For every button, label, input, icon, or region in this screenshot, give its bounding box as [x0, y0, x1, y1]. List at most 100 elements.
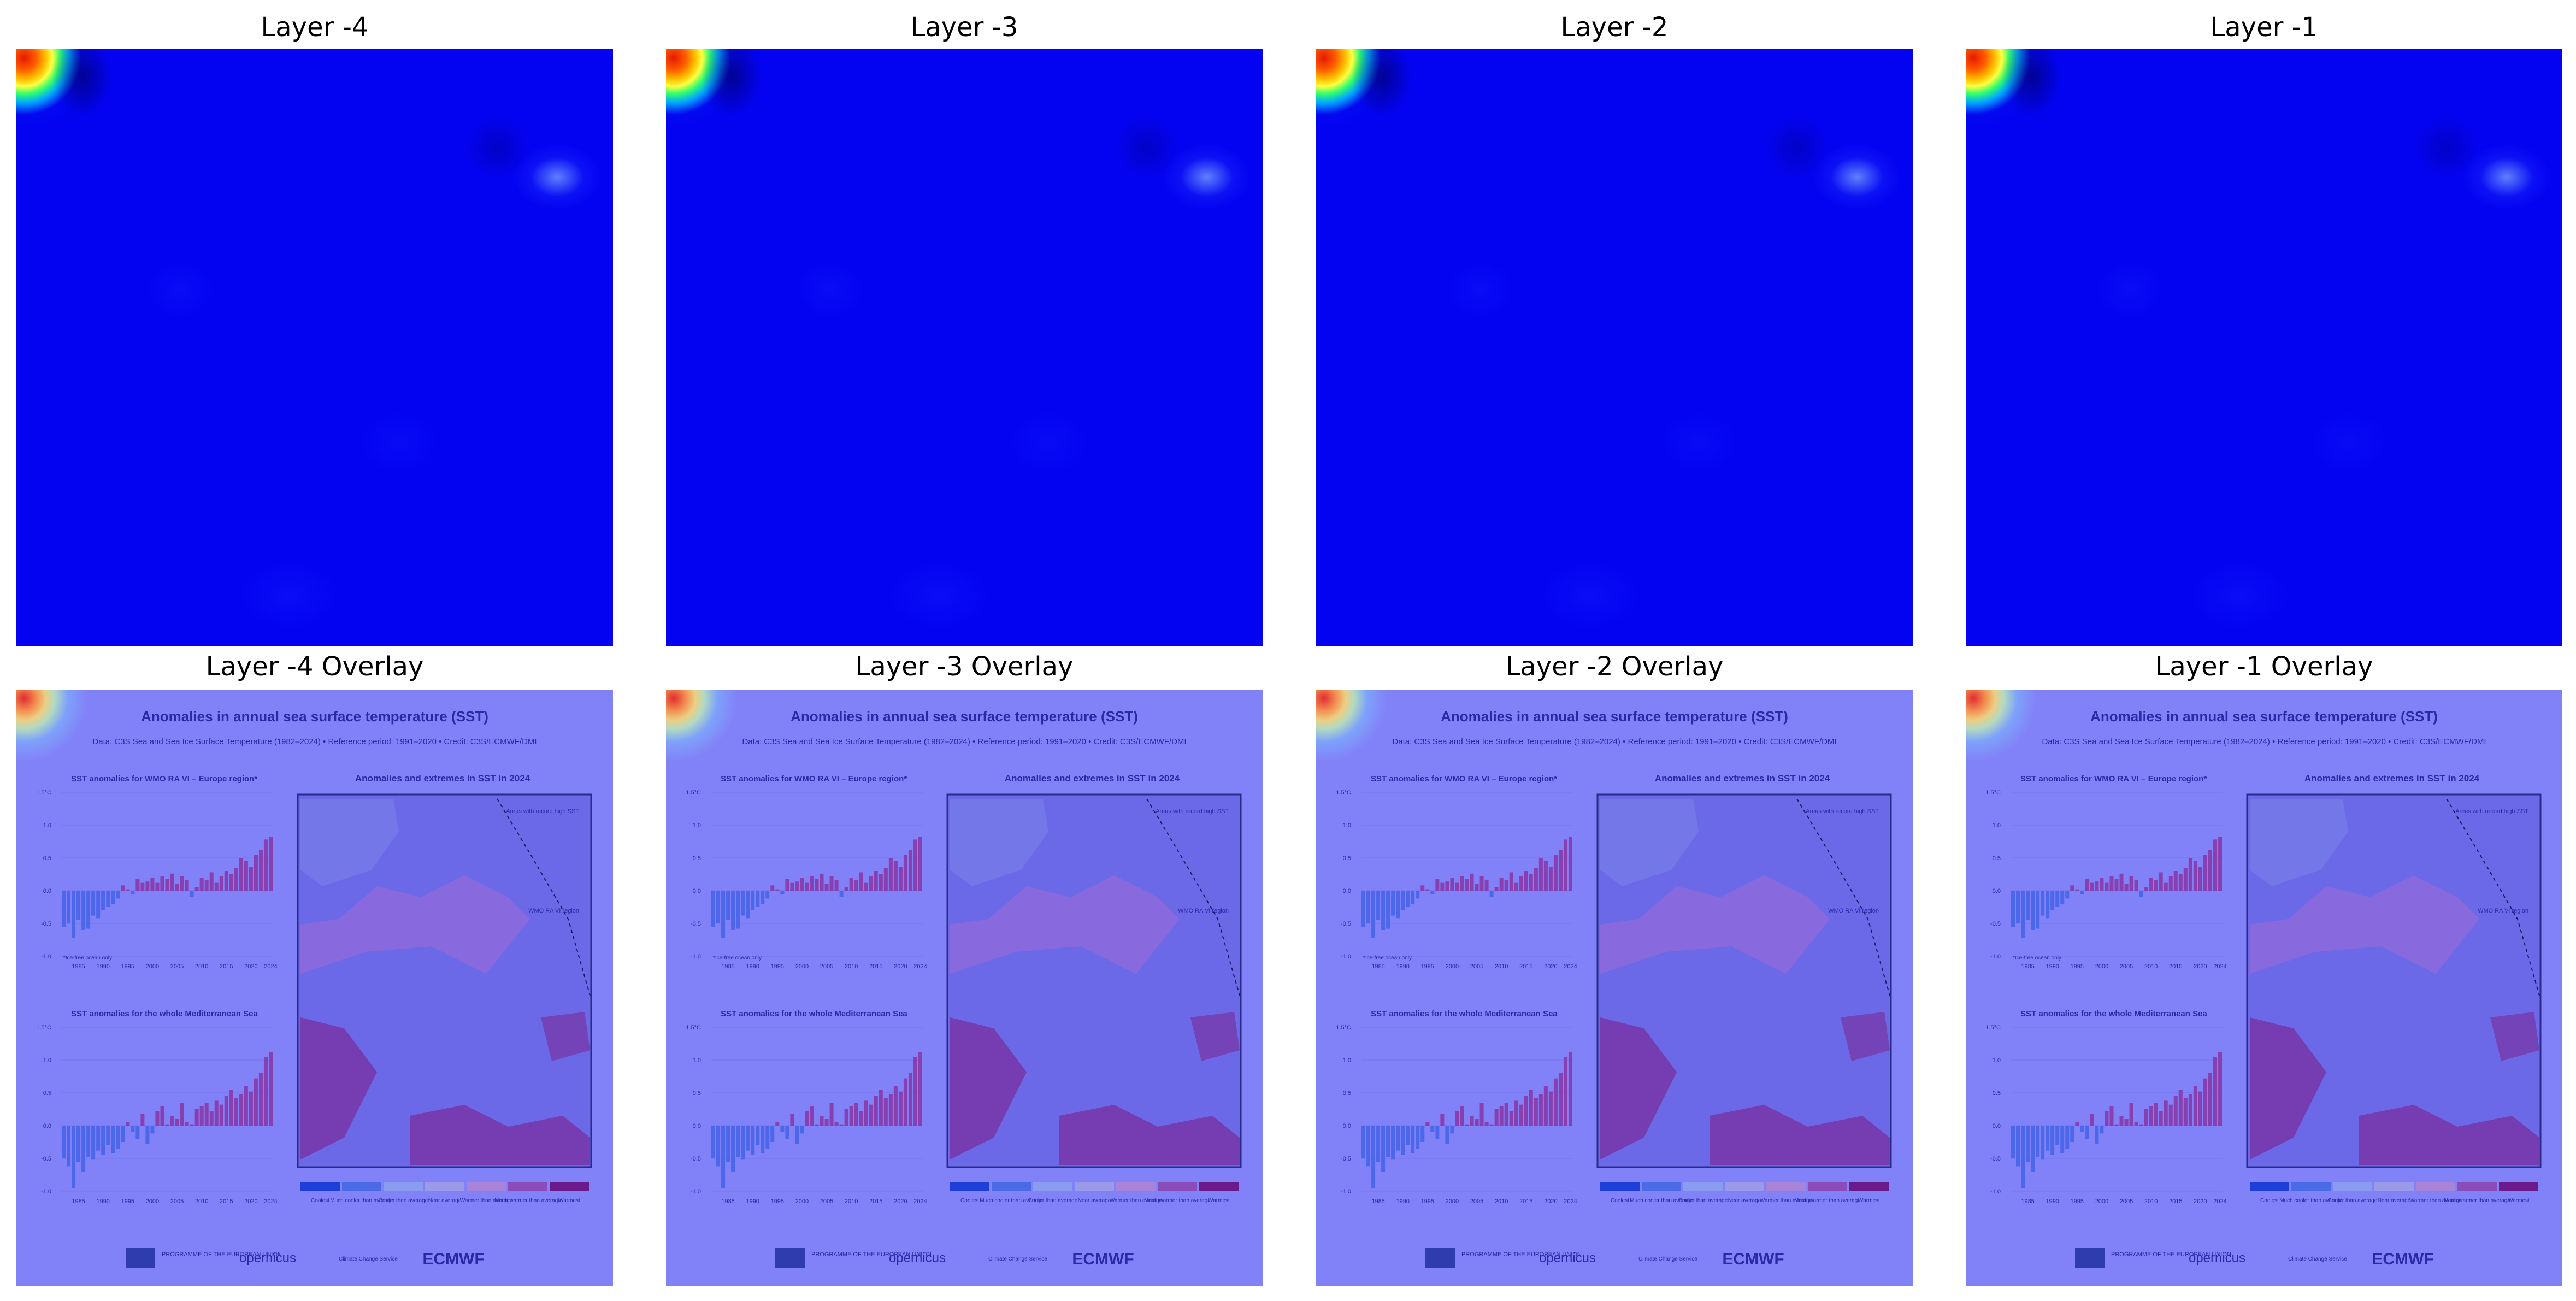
europe-chart-bar	[219, 876, 223, 891]
med-chart-bar	[1499, 1106, 1504, 1126]
europe-chart-bar	[2139, 891, 2143, 897]
europe-chart-bar	[1548, 867, 1553, 891]
europe-chart-ytick: 0.0	[1993, 888, 2001, 894]
med-chart-bar	[1381, 1126, 1386, 1172]
europe-chart-xtick: 2005	[820, 963, 833, 970]
legend-swatch	[1849, 1182, 1889, 1191]
map-region-boundary	[2446, 798, 2540, 996]
map-land-central	[950, 875, 1180, 974]
med-chart-bar	[2041, 1126, 2045, 1160]
med-chart-bar	[2188, 1094, 2192, 1126]
infographic-title: Anomalies in annual sea surface temperat…	[141, 708, 488, 725]
europe-chart-bar	[72, 891, 76, 938]
med-chart-bar	[1465, 1124, 1469, 1126]
med-chart-bar	[1494, 1109, 1499, 1126]
europe-chart-bar	[2109, 876, 2114, 891]
med-chart-xtick: 1995	[2071, 1198, 2084, 1205]
med-chart-bar	[2046, 1126, 2050, 1151]
legend-label: Coolest	[311, 1198, 329, 1204]
europe-chart-bar	[121, 885, 125, 891]
europe-chart-bar	[824, 884, 829, 891]
med-chart-bar	[883, 1098, 888, 1126]
europe-chart-bar	[864, 882, 868, 891]
med-chart-xtick: 1985	[2021, 1198, 2034, 1205]
infographic-subtitle: Data: C3S Sea and Sea Ice Surface Temper…	[1392, 737, 1836, 746]
europe-chart-bar	[249, 867, 253, 891]
med-chart-bar	[2198, 1091, 2202, 1126]
med-chart-bar	[190, 1124, 194, 1126]
europe-chart-bar	[844, 887, 848, 891]
map-sea-med	[2359, 1105, 2539, 1165]
med-chart-bar	[874, 1096, 878, 1126]
europe-chart-ytick: 1.0	[1993, 822, 2001, 829]
ecmwf-logo-text: ECMWF	[422, 1250, 484, 1268]
europe-chart-bar	[1445, 881, 1449, 891]
map-sea-med	[1059, 1105, 1240, 1165]
med-chart-xtick: 2005	[820, 1198, 833, 1205]
europe-chart-bar	[741, 891, 745, 916]
med-chart-ytick: 0.0	[43, 1123, 51, 1129]
med-chart-bar	[2124, 1119, 2129, 1126]
med-chart-bar	[67, 1126, 71, 1167]
europe-chart-bar	[1435, 879, 1440, 891]
europe-chart-bar	[86, 891, 91, 929]
legend-label: Warmer than average	[1110, 1198, 1163, 1204]
europe-chart-bar	[131, 891, 135, 894]
med-chart-bar	[2203, 1078, 2207, 1126]
legend-swatch	[1600, 1182, 1640, 1191]
med-chart-ytick: 1.0	[1993, 1057, 2001, 1064]
med-chart-bar	[1435, 1126, 1440, 1139]
europe-chart-ytick: 1.5°C	[1985, 790, 2001, 796]
europe-chart-bar	[1455, 882, 1459, 891]
legend-label: Near average	[1078, 1198, 1111, 1204]
med-chart-bar	[155, 1111, 160, 1126]
med-chart-bar	[91, 1126, 96, 1160]
med-chart-ytick: 0.5	[1343, 1090, 1351, 1097]
med-chart-bar	[140, 1114, 145, 1126]
europe-chart-bar	[239, 858, 243, 891]
med-chart-bar	[908, 1073, 912, 1126]
legend-swatch	[1033, 1182, 1072, 1191]
med-chart-bar	[2119, 1116, 2124, 1126]
med-chart-bar	[121, 1126, 125, 1142]
med-chart-bar	[2050, 1126, 2055, 1155]
europe-chart-bar	[2065, 891, 2070, 899]
map-region-boundary	[497, 798, 591, 996]
europe-chart-xtick: 2024	[264, 963, 277, 970]
europe-chart-bar	[2208, 850, 2212, 891]
europe-chart-bar	[126, 889, 130, 891]
legend-label: Much cooler than average	[1630, 1198, 1693, 1204]
europe-chart-ytick: -0.5	[1990, 921, 2001, 927]
europe-chart-xtick: 2015	[869, 963, 882, 970]
med-chart-bar	[1430, 1126, 1435, 1132]
overlay-title-layer-2: Layer -2 Overlay	[1505, 651, 1724, 682]
europe-chart-bar	[1416, 891, 1420, 899]
med-chart-bar	[2026, 1126, 2030, 1162]
europe-chart-bar	[2100, 878, 2104, 891]
europe-chart-bar	[756, 891, 760, 907]
europe-chart-bar	[2070, 885, 2074, 891]
med-chart-bar	[824, 1119, 829, 1126]
med-chart-bar	[854, 1103, 858, 1126]
europe-chart-bar	[2183, 868, 2188, 891]
legend-label: Much cooler than average	[2279, 1198, 2343, 1204]
map-land-north	[300, 799, 399, 886]
med-chart-bar	[2139, 1124, 2143, 1126]
med-chart-bar	[1563, 1057, 1567, 1126]
europe-chart-bar	[770, 885, 775, 891]
europe-chart-bar	[224, 871, 228, 891]
map-title: Anomalies and extremes in SST in 2024	[1655, 773, 1830, 784]
europe-chart-xtick: 1990	[1396, 963, 1409, 970]
med-chart-bar	[1553, 1078, 1558, 1126]
chart1-title: SST anomalies for WMO RA VI – Europe reg…	[71, 774, 257, 784]
med-chart-ytick: 1.0	[1343, 1057, 1351, 1064]
overlay-layer-2: Anomalies in annual sea surface temperat…	[1316, 690, 1913, 1286]
copernicus-logo-text: opernicus	[889, 1251, 946, 1265]
chart1-title: SST anomalies for WMO RA VI – Europe reg…	[721, 774, 907, 784]
med-chart-bar	[2149, 1106, 2153, 1126]
med-chart-ytick: 0.5	[693, 1090, 701, 1097]
europe-chart-bar	[1484, 880, 1489, 891]
europe-chart-bar	[1430, 891, 1435, 894]
med-chart-bar	[2085, 1126, 2089, 1139]
europe-chart-bar	[800, 878, 804, 891]
